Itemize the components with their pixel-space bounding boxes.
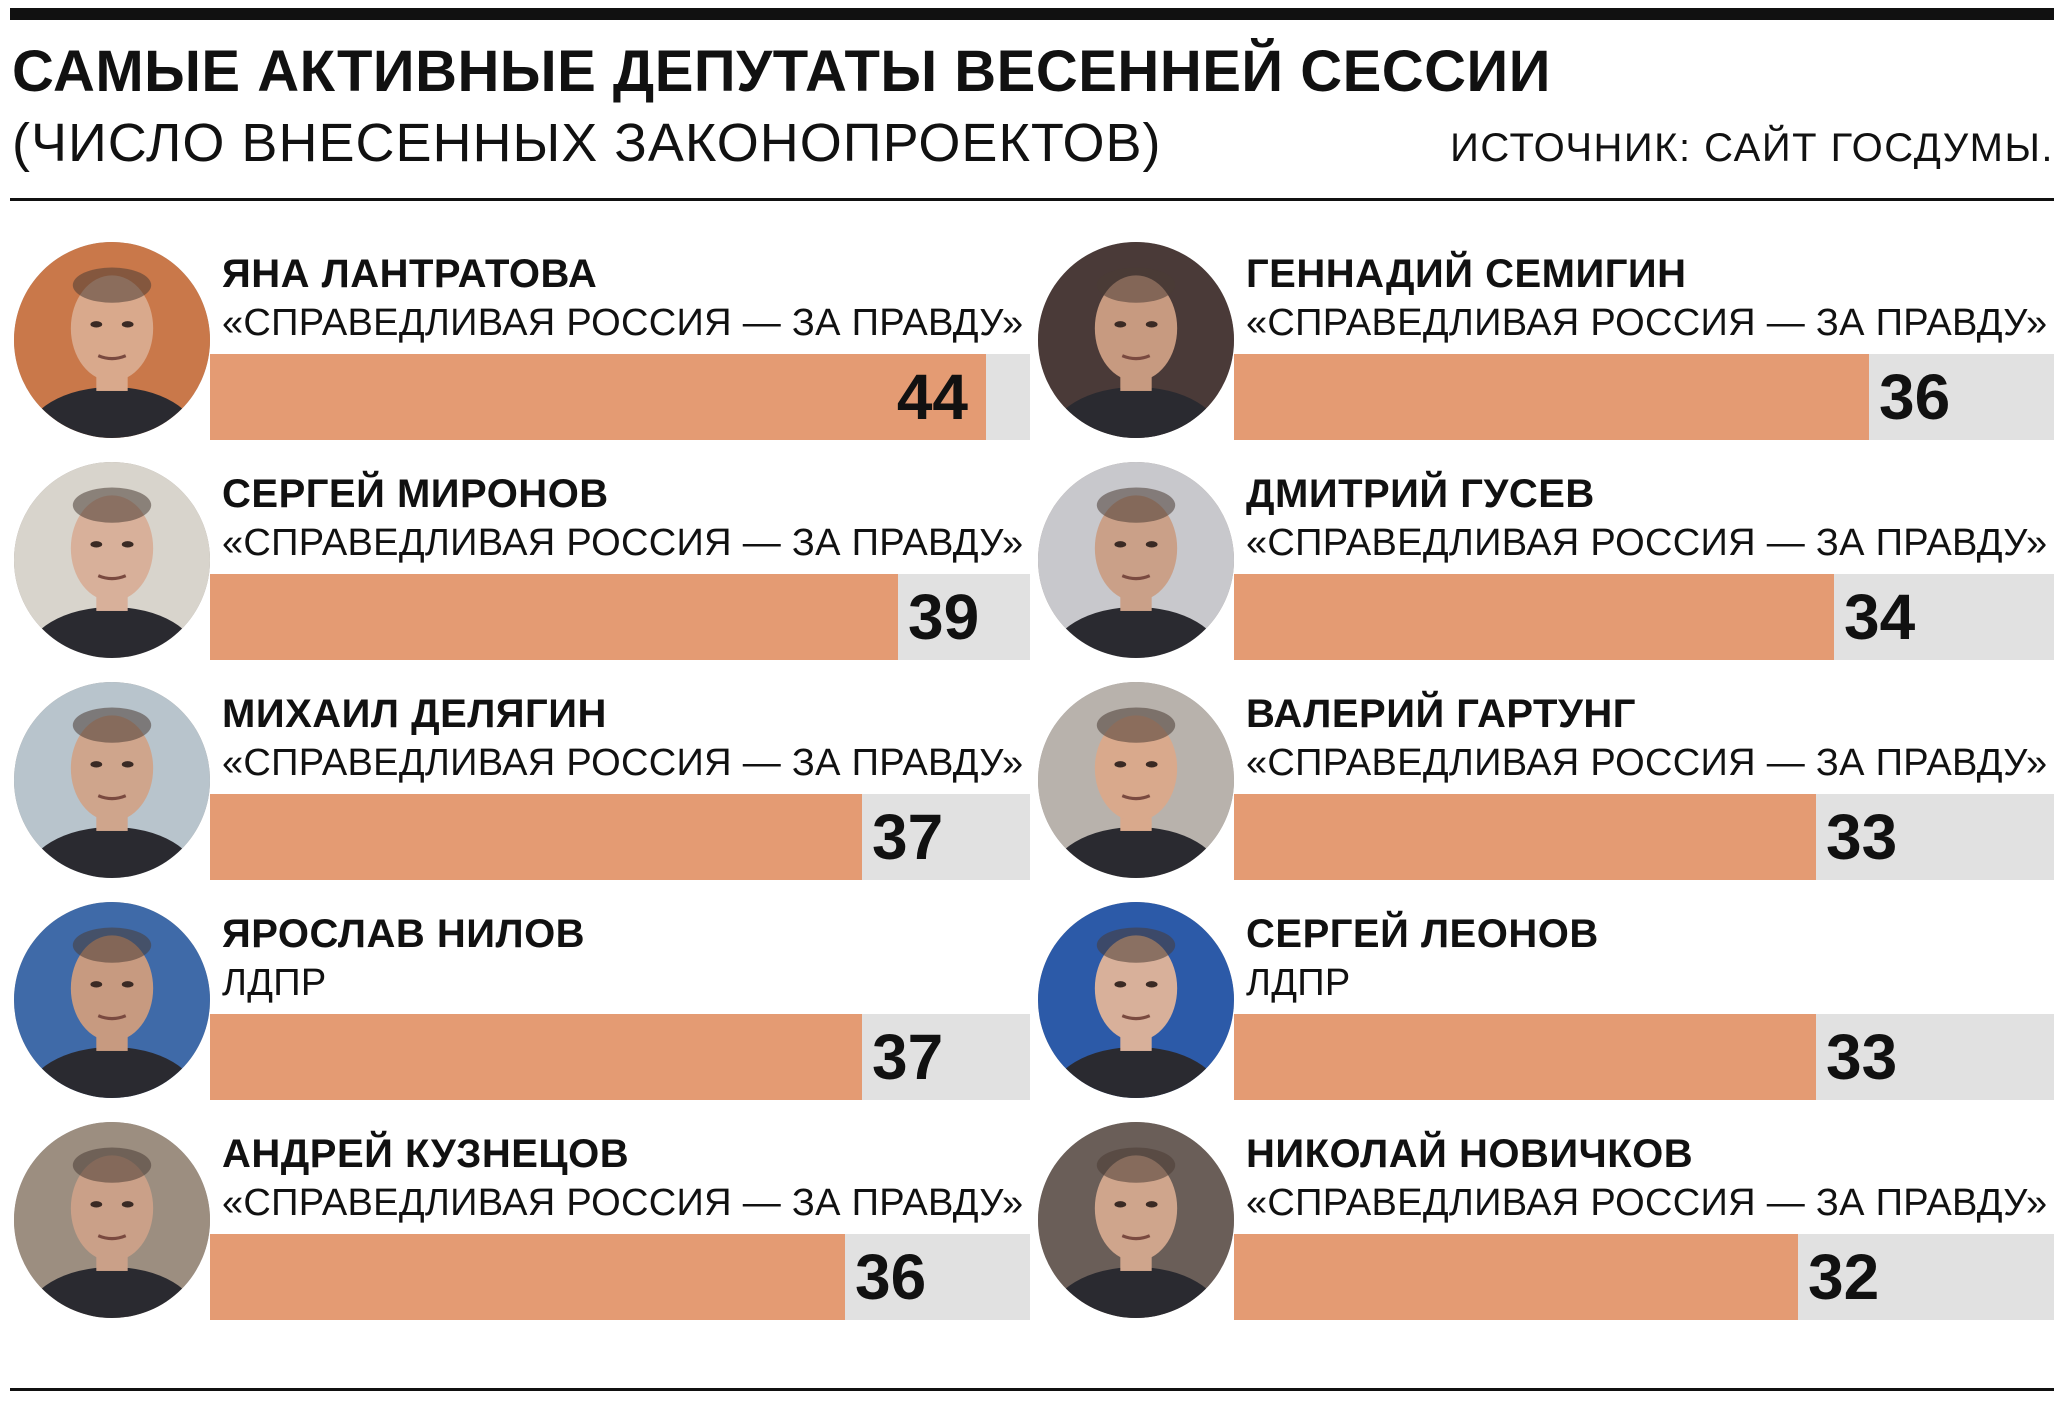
deputy-name: ЯНА ЛАНТРАТОВА xyxy=(222,252,598,296)
deputy-party: «СПРАВЕДЛИВАЯ РОССИЯ — ЗА ПРАВДУ» xyxy=(1246,1182,2048,1224)
value-label: 37 xyxy=(872,801,944,873)
bar xyxy=(1234,1234,1798,1320)
deputy-card: НИКОЛАЙ НОВИЧКОВ «СПРАВЕДЛИВАЯ РОССИЯ — З… xyxy=(1034,1122,2054,1332)
bar xyxy=(210,574,898,660)
bar-track: 37 xyxy=(210,794,1030,880)
deputy-photo xyxy=(14,902,210,1098)
bar-track: 34 xyxy=(1234,574,2054,660)
deputy-party: «СПРАВЕДЛИВАЯ РОССИЯ — ЗА ПРАВДУ» xyxy=(1246,522,2048,564)
deputy-card: АНДРЕЙ КУЗНЕЦОВ «СПРАВЕДЛИВАЯ РОССИЯ — ЗА… xyxy=(10,1122,1030,1332)
deputy-card: ДМИТРИЙ ГУСЕВ «СПРАВЕДЛИВАЯ РОССИЯ — ЗА П… xyxy=(1034,462,2054,672)
deputy-name: ДМИТРИЙ ГУСЕВ xyxy=(1246,472,1595,516)
value-label: 39 xyxy=(908,581,980,653)
deputy-name: ВАЛЕРИЙ ГАРТУНГ xyxy=(1246,692,1636,736)
deputy-photo xyxy=(1038,462,1234,658)
deputy-name: СЕРГЕЙ МИРОНОВ xyxy=(222,472,609,516)
deputy-party: «СПРАВЕДЛИВАЯ РОССИЯ — ЗА ПРАВДУ» xyxy=(222,522,1024,564)
bar-track: 36 xyxy=(210,1234,1030,1320)
deputy-name: ГЕННАДИЙ СЕМИГИН xyxy=(1246,252,1687,296)
deputy-party: «СПРАВЕДЛИВАЯ РОССИЯ — ЗА ПРАВДУ» xyxy=(222,742,1024,784)
bar-track: 32 xyxy=(1234,1234,2054,1320)
deputy-card: ВАЛЕРИЙ ГАРТУНГ «СПРАВЕДЛИВАЯ РОССИЯ — ЗА… xyxy=(1034,682,2054,892)
chart-subtitle: (ЧИСЛО ВНЕСЕННЫХ ЗАКОНОПРОЕКТОВ) xyxy=(12,113,1162,173)
deputy-name: НИКОЛАЙ НОВИЧКОВ xyxy=(1246,1132,1694,1176)
bar xyxy=(1234,354,1869,440)
bar xyxy=(210,1234,845,1320)
deputy-card: ГЕННАДИЙ СЕМИГИН «СПРАВЕДЛИВАЯ РОССИЯ — З… xyxy=(1034,242,2054,452)
bar-track: 36 xyxy=(1234,354,2054,440)
bar-track: 44 xyxy=(210,354,1030,440)
deputy-name: МИХАИЛ ДЕЛЯГИН xyxy=(222,692,607,736)
bar-track: 33 xyxy=(1234,1014,2054,1100)
deputy-photo xyxy=(14,682,210,878)
value-label: 33 xyxy=(1826,801,1898,873)
deputy-photo xyxy=(14,462,210,658)
top-rule xyxy=(10,8,2054,20)
bar xyxy=(210,354,986,440)
deputy-name: ЯРОСЛАВ НИЛОВ xyxy=(222,912,586,956)
value-label: 36 xyxy=(1879,361,1951,433)
header-divider xyxy=(10,198,2054,201)
deputy-card: ЯНА ЛАНТРАТОВА «СПРАВЕДЛИВАЯ РОССИЯ — ЗА … xyxy=(10,242,1030,452)
bottom-rule xyxy=(10,1388,2054,1391)
bar xyxy=(210,1014,862,1100)
bar xyxy=(1234,794,1816,880)
deputy-photo xyxy=(1038,242,1234,438)
deputy-party: «СПРАВЕДЛИВАЯ РОССИЯ — ЗА ПРАВДУ» xyxy=(222,1182,1024,1224)
deputy-party: «СПРАВЕДЛИВАЯ РОССИЯ — ЗА ПРАВДУ» xyxy=(1246,302,2048,344)
bar-track: 39 xyxy=(210,574,1030,660)
value-label: 36 xyxy=(855,1241,927,1313)
value-label: 44 xyxy=(896,361,968,433)
bar xyxy=(1234,574,1834,660)
value-label: 33 xyxy=(1826,1021,1898,1093)
deputy-party: «СПРАВЕДЛИВАЯ РОССИЯ — ЗА ПРАВДУ» xyxy=(1246,742,2048,784)
deputy-party: ЛДПР xyxy=(1246,962,1351,1004)
deputy-card: ЯРОСЛАВ НИЛОВ ЛДПР 37 xyxy=(10,902,1030,1112)
deputy-photo xyxy=(1038,682,1234,878)
deputy-name: СЕРГЕЙ ЛЕОНОВ xyxy=(1246,912,1599,956)
value-label: 37 xyxy=(872,1021,944,1093)
source-note: ИСТОЧНИК: САЙТ ГОСДУМЫ. xyxy=(1450,126,2054,170)
deputy-party: «СПРАВЕДЛИВАЯ РОССИЯ — ЗА ПРАВДУ» xyxy=(222,302,1024,344)
deputy-photo xyxy=(1038,902,1234,1098)
bar xyxy=(210,794,862,880)
deputy-photo xyxy=(14,1122,210,1318)
value-label: 34 xyxy=(1844,581,1916,653)
value-label: 32 xyxy=(1808,1241,1880,1313)
deputy-party: ЛДПР xyxy=(222,962,327,1004)
deputy-card: СЕРГЕЙ МИРОНОВ «СПРАВЕДЛИВАЯ РОССИЯ — ЗА … xyxy=(10,462,1030,672)
bar-track: 37 xyxy=(210,1014,1030,1100)
bar xyxy=(1234,1014,1816,1100)
deputy-card: МИХАИЛ ДЕЛЯГИН «СПРАВЕДЛИВАЯ РОССИЯ — ЗА … xyxy=(10,682,1030,892)
deputy-photo xyxy=(1038,1122,1234,1318)
deputy-card: СЕРГЕЙ ЛЕОНОВ ЛДПР 33 xyxy=(1034,902,2054,1112)
bar-track: 33 xyxy=(1234,794,2054,880)
chart-title: САМЫЕ АКТИВНЫЕ ДЕПУТАТЫ ВЕСЕННЕЙ СЕССИИ xyxy=(12,39,1551,104)
deputy-photo xyxy=(14,242,210,438)
deputy-name: АНДРЕЙ КУЗНЕЦОВ xyxy=(222,1132,630,1176)
